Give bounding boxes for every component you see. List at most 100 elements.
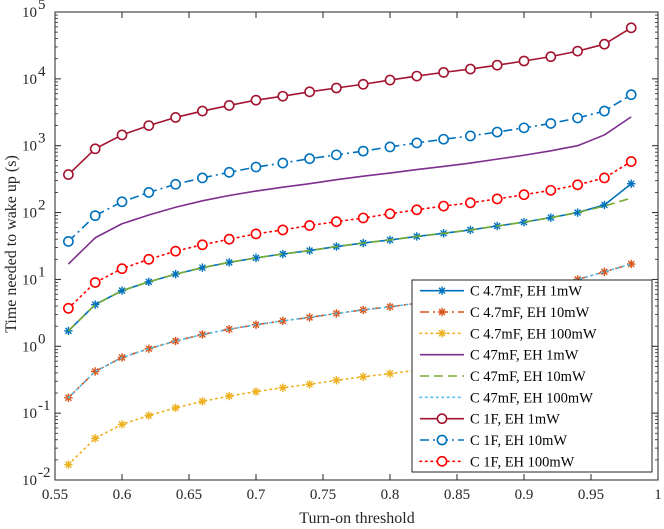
y-tick-exponent: -1	[38, 398, 51, 414]
data-point	[518, 55, 530, 67]
legend-label: C 4.7mF, EH 100mW	[470, 326, 597, 342]
data-point	[117, 420, 127, 429]
x-axis-title: Turn-on threshold	[299, 510, 414, 527]
data-point	[357, 78, 369, 90]
series-line-8	[67, 93, 632, 243]
data-point	[572, 45, 583, 57]
legend-label: C 1F, EH 10mW	[470, 433, 567, 449]
data-point	[600, 267, 609, 277]
legend-item: C 4.7mF, EH 1mW	[420, 284, 582, 300]
data-point	[277, 157, 289, 169]
y-tick-label: 10	[22, 139, 37, 155]
y-tick-label: 10	[22, 406, 37, 422]
legend-item: C 1F, EH 1mW	[420, 412, 560, 428]
data-point	[144, 344, 153, 353]
legend-item: C 4.7mF, EH 100mW	[419, 326, 597, 342]
data-point	[196, 239, 208, 251]
legend-label: C 47mF, EH 10mW	[470, 369, 586, 385]
legend: C 4.7mF, EH 1mW C 4.7mF, EH 10mW C 4.7mF, …	[411, 279, 653, 473]
data-point	[600, 200, 609, 210]
legend-label: C 47mF, EH 1mW	[470, 348, 579, 364]
x-tick-label: 0.7	[247, 487, 266, 503]
data-point	[305, 380, 314, 389]
legend-label: C 4.7mF, EH 10mW	[470, 305, 590, 321]
data-point	[171, 403, 180, 413]
y-tick-label: 10	[22, 72, 37, 88]
legend-item: C 1F, EH 100mW	[419, 454, 575, 470]
data-point	[198, 397, 207, 406]
data-point	[277, 90, 289, 102]
data-point	[627, 179, 636, 188]
data-point	[117, 286, 127, 295]
legend-label: C 1F, EH 100mW	[470, 454, 575, 470]
x-tick-label: 0.9	[515, 487, 534, 503]
series-5	[67, 197, 632, 332]
data-point	[116, 263, 128, 275]
data-point	[250, 161, 262, 173]
series-line-4	[67, 116, 632, 265]
data-point	[572, 179, 583, 191]
y-tick-label: 10	[22, 339, 37, 355]
y-tick-exponent: 3	[38, 131, 46, 147]
data-point	[63, 169, 74, 180]
series-4	[67, 116, 632, 265]
data-point	[464, 130, 476, 142]
data-point	[545, 51, 557, 63]
data-point	[625, 22, 637, 34]
y-tick-label: 10	[22, 206, 37, 222]
data-point	[518, 122, 530, 134]
axes-box	[54, 11, 659, 481]
data-point	[144, 411, 153, 420]
data-point	[330, 82, 342, 94]
y-tick-exponent: 0	[38, 331, 46, 347]
y-axis-title: Time needed to wake up (s)	[3, 155, 20, 333]
series-line-9	[67, 160, 633, 310]
data-point	[278, 383, 287, 392]
data-point	[357, 145, 369, 157]
y-tick-label: 10	[22, 272, 37, 288]
data-point	[89, 210, 101, 222]
data-point	[91, 300, 100, 309]
legend-label: C 47mF, EH 100mW	[470, 390, 593, 406]
data-point	[304, 86, 315, 98]
data-point	[143, 253, 155, 265]
data-point	[332, 376, 341, 385]
legend-item: C 4.7mF, EH 10mW	[420, 305, 590, 321]
legend-label: C 1F, EH 1mW	[470, 412, 560, 428]
data-point	[170, 245, 181, 257]
y-tick-exponent: 2	[38, 198, 46, 214]
data-point	[91, 434, 100, 443]
series-7	[63, 22, 637, 180]
data-point	[572, 112, 583, 124]
data-point	[491, 126, 503, 138]
y-tick-exponent: 4	[38, 64, 46, 80]
legend-marker	[436, 434, 448, 446]
data-point	[330, 149, 342, 161]
x-tick-label: 0.95	[578, 487, 604, 503]
legend-marker	[436, 455, 448, 467]
data-point	[170, 178, 181, 190]
y-tick-exponent: 5	[38, 0, 46, 13]
x-tick-label: 0.85	[444, 487, 470, 503]
data-point	[89, 143, 101, 155]
data-point	[225, 391, 234, 401]
x-tick-label: 0.8	[381, 487, 400, 503]
data-point	[625, 156, 637, 167]
data-point	[438, 66, 449, 78]
data-point	[250, 94, 262, 106]
data-point	[143, 187, 155, 198]
data-point	[625, 89, 637, 101]
legend-label: C 4.7mF, EH 1mW	[470, 284, 582, 300]
legend-item: C 47mF, EH 100mW	[419, 390, 593, 406]
data-point	[64, 460, 73, 469]
data-point	[357, 212, 369, 224]
y-tick-exponent: -2	[38, 465, 51, 481]
data-point	[251, 253, 261, 263]
data-point	[384, 141, 396, 153]
x-tick-label: 0.6	[113, 487, 132, 503]
y-tick-label: 10	[22, 473, 37, 489]
data-point	[63, 302, 74, 314]
data-point	[63, 236, 74, 247]
data-point	[250, 228, 262, 240]
legend-item: C 1F, EH 10mW	[420, 433, 567, 449]
